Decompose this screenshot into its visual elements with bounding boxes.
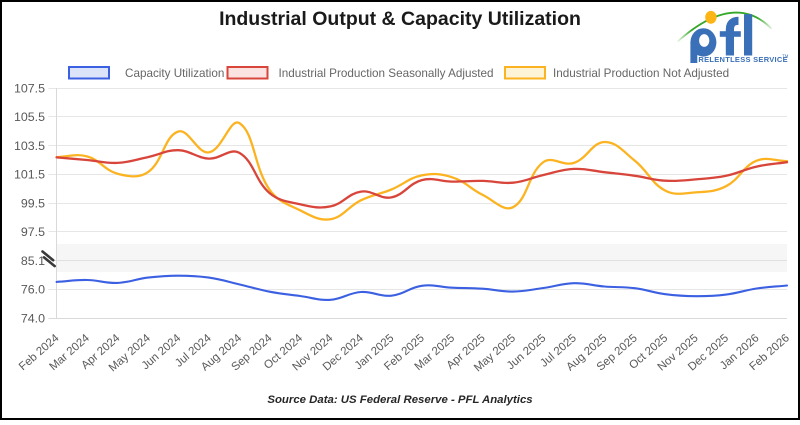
svg-text:103.5: 103.5 bbox=[14, 139, 45, 153]
svg-text:74.0: 74.0 bbox=[21, 312, 45, 326]
svg-text:RELENTLESS SERVICE: RELENTLESS SERVICE bbox=[698, 55, 788, 64]
svg-text:76.0: 76.0 bbox=[21, 283, 45, 297]
svg-text:97.5: 97.5 bbox=[21, 225, 45, 239]
svg-text:85.1: 85.1 bbox=[21, 254, 45, 268]
svg-text:107.5: 107.5 bbox=[14, 81, 45, 95]
svg-text:99.5: 99.5 bbox=[21, 196, 45, 210]
svg-text:TM: TM bbox=[782, 53, 789, 58]
svg-text:Industrial Output & Capacity U: Industrial Output & Capacity Utilization bbox=[219, 8, 581, 30]
svg-text:Industrial Production Not Adju: Industrial Production Not Adjusted bbox=[553, 67, 729, 80]
svg-text:Source Data: US Federal Reserv: Source Data: US Federal Reserve - PFL An… bbox=[267, 394, 532, 406]
svg-text:105.5: 105.5 bbox=[14, 110, 45, 124]
svg-text:101.5: 101.5 bbox=[14, 168, 45, 182]
svg-text:Capacity Utilization: Capacity Utilization bbox=[125, 67, 224, 80]
svg-text:Industrial Production Seasonal: Industrial Production Seasonally Adjuste… bbox=[279, 67, 494, 80]
